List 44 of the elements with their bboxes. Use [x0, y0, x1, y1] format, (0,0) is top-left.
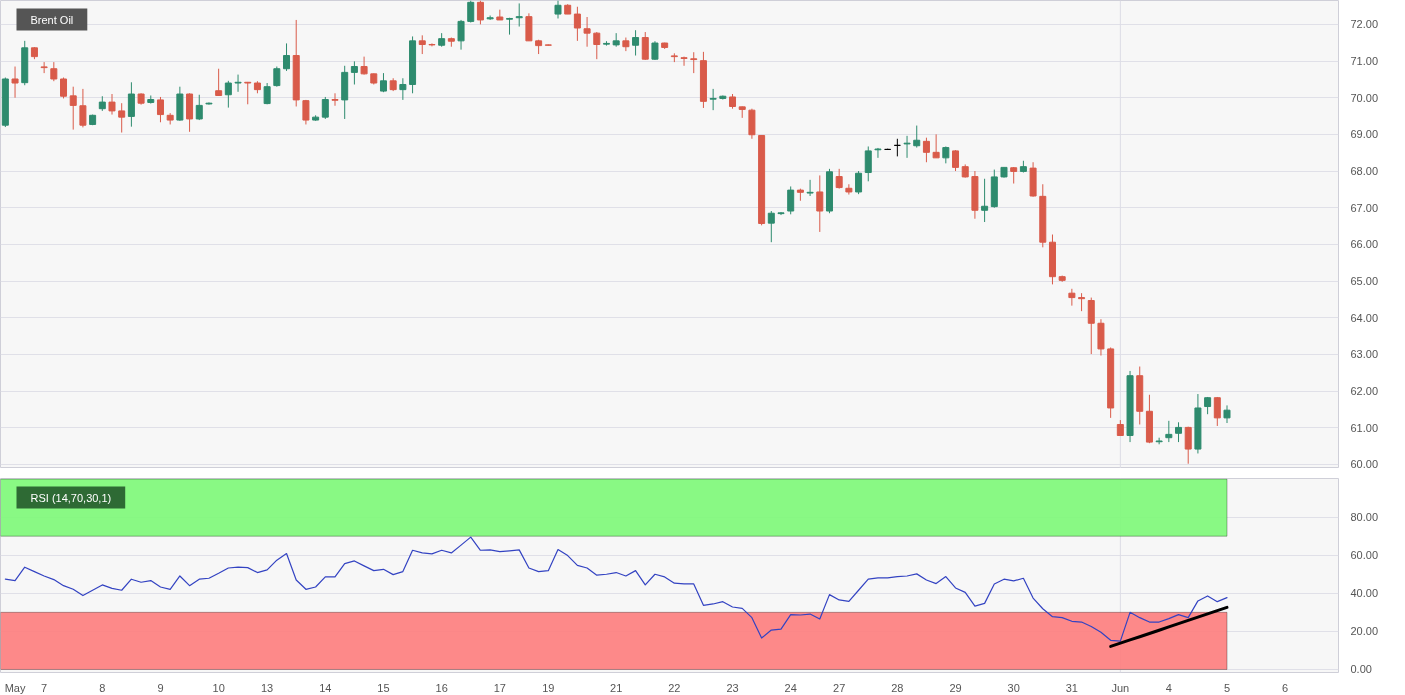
- x-tick-label: May: [4, 681, 26, 694]
- y-tick-label: 72.00: [1350, 18, 1379, 31]
- y-tick-label: 80.00: [1350, 511, 1379, 524]
- y-tick-label: 66.00: [1350, 238, 1379, 251]
- x-tick-label: 30: [1007, 681, 1020, 694]
- x-tick-label: 17: [493, 681, 506, 694]
- x-tick-label: 14: [319, 681, 332, 694]
- y-tick-label: 71.00: [1350, 55, 1379, 68]
- x-tick-label: 24: [784, 681, 797, 694]
- x-tick-label: 5: [1223, 681, 1231, 694]
- text: RSI (14,70,30,1): [30, 491, 112, 504]
- x-tick-label: 27: [833, 681, 846, 694]
- x-tick-label: 29: [949, 681, 962, 694]
- x-tick-label: 13: [261, 681, 274, 694]
- x-tick-label: 31: [1065, 681, 1078, 694]
- x-tick-label: 15: [377, 681, 390, 694]
- x-tick-label: 28: [891, 681, 904, 694]
- x-tick-label: 10: [212, 681, 225, 694]
- text: Brent Oil: [30, 13, 74, 26]
- y-tick-label: 62.00: [1350, 385, 1379, 398]
- x-tick-label: 7: [41, 681, 48, 694]
- y-tick-label: 67.00: [1350, 201, 1379, 214]
- x-tick-label: 9: [157, 681, 164, 694]
- x-tick-label: 19: [542, 681, 555, 694]
- y-tick-label: 64.00: [1350, 311, 1379, 324]
- x-tick-label: Jun: [1111, 681, 1130, 694]
- x-tick-label: 23: [726, 681, 739, 694]
- y-tick-label: 60.00: [1350, 458, 1379, 471]
- y-tick-label: 60.00: [1350, 549, 1379, 562]
- x-tick-label: 8: [99, 681, 106, 694]
- y-tick-label: 0.00: [1350, 663, 1372, 676]
- y-tick-label: 20.00: [1350, 625, 1379, 638]
- y-tick-label: 65.00: [1350, 275, 1379, 288]
- y-tick-label: 70.00: [1350, 91, 1379, 104]
- y-tick-label: 61.00: [1350, 421, 1379, 434]
- x-tick-label: 6: [1282, 681, 1289, 694]
- y-tick-label: 63.00: [1350, 348, 1379, 361]
- x-tick-label: 16: [435, 681, 448, 694]
- y-tick-label: 68.00: [1350, 165, 1379, 178]
- x-tick-label: 4: [1165, 681, 1172, 694]
- x-tick-label: 21: [610, 681, 623, 694]
- x-tick-label: 22: [668, 681, 681, 694]
- y-tick-label: 69.00: [1350, 128, 1379, 141]
- y-tick-label: 40.00: [1350, 587, 1379, 600]
